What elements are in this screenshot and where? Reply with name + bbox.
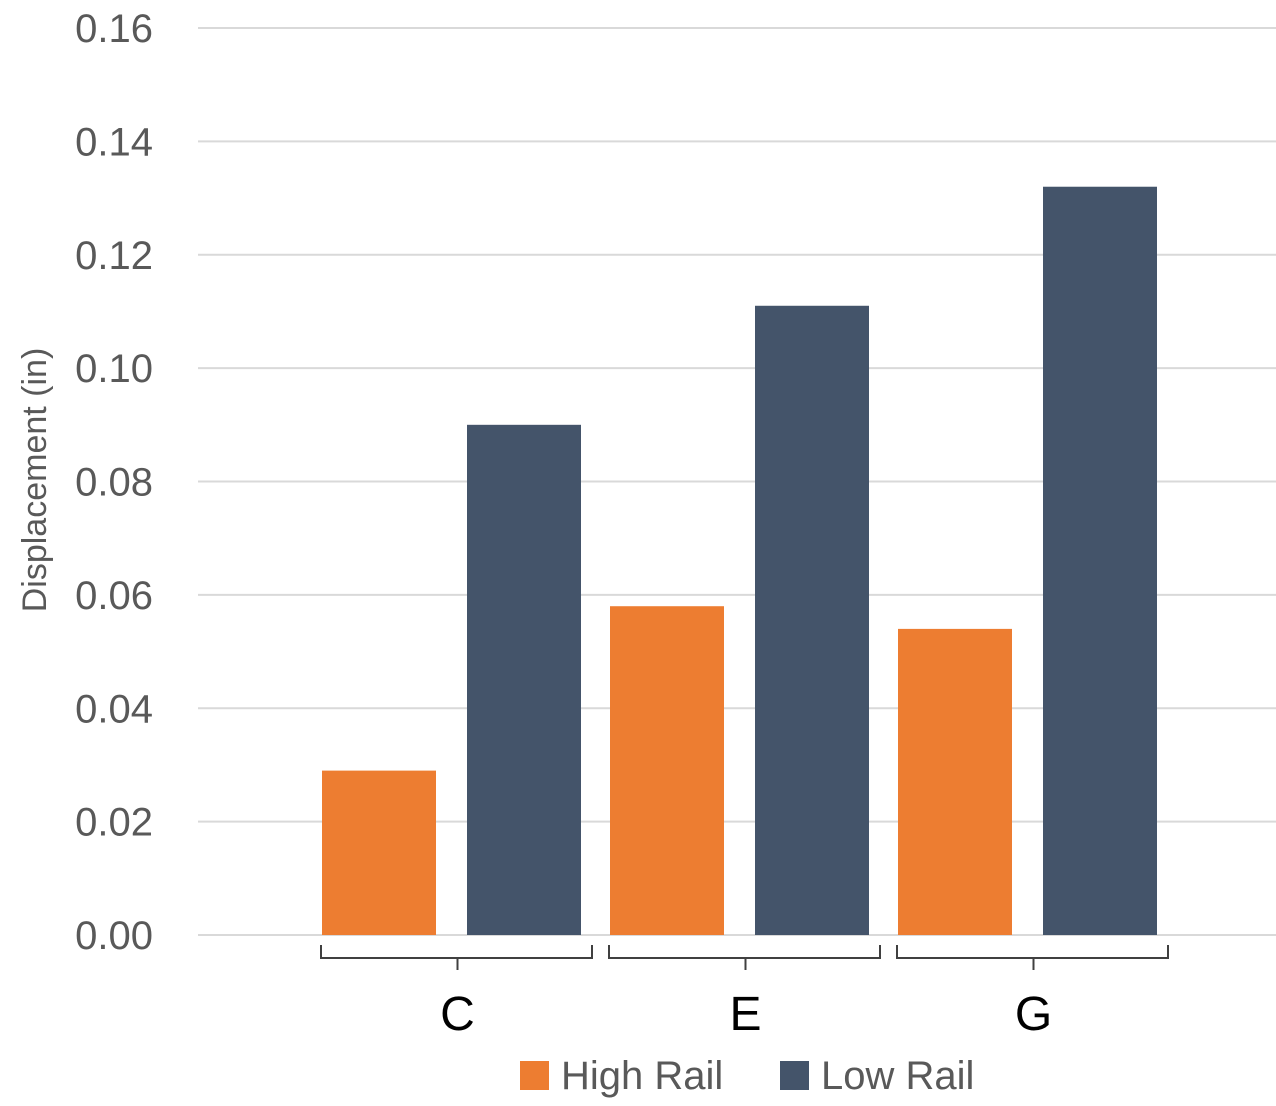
y-tick-label: 0.06: [75, 574, 153, 618]
bar-low-rail-g: [1043, 186, 1157, 936]
bars: [322, 186, 1157, 936]
y-tick-label: 0.02: [75, 801, 153, 845]
bar-high-rail-c: [322, 770, 436, 935]
category-label: G: [1015, 988, 1052, 1041]
y-tick-label: 0.12: [75, 234, 153, 278]
y-tick-label: 0.14: [75, 120, 153, 164]
bar-low-rail-e: [755, 305, 869, 935]
category-bracket: [608, 945, 881, 970]
legend-swatch: [520, 1061, 549, 1090]
y-tick-label: 0.10: [75, 347, 153, 391]
y-tick-label: 0.16: [75, 7, 153, 51]
legend-label: Low Rail: [821, 1054, 974, 1098]
bar-high-rail-g: [898, 628, 1012, 935]
bar-high-rail-e: [610, 606, 724, 935]
y-tick-label: 0.04: [75, 687, 153, 731]
y-axis-title: Displacement (in): [16, 348, 54, 613]
legend-swatch: [780, 1061, 809, 1090]
category-label: E: [729, 988, 761, 1041]
category-bracket: [896, 945, 1169, 970]
y-tick-label: 0.08: [75, 461, 153, 505]
y-tick-label: 0.00: [75, 914, 153, 958]
y-tick-labels: 0.00 0.02 0.04 0.06 0.08 0.10 0.12 0.14 0.16: [75, 7, 153, 958]
bar-low-rail-c: [467, 424, 581, 935]
legend: High Rail Low Rail: [520, 1054, 974, 1098]
category-label: C: [440, 988, 475, 1041]
legend-label: High Rail: [561, 1054, 723, 1098]
category-bracket: [320, 945, 593, 970]
